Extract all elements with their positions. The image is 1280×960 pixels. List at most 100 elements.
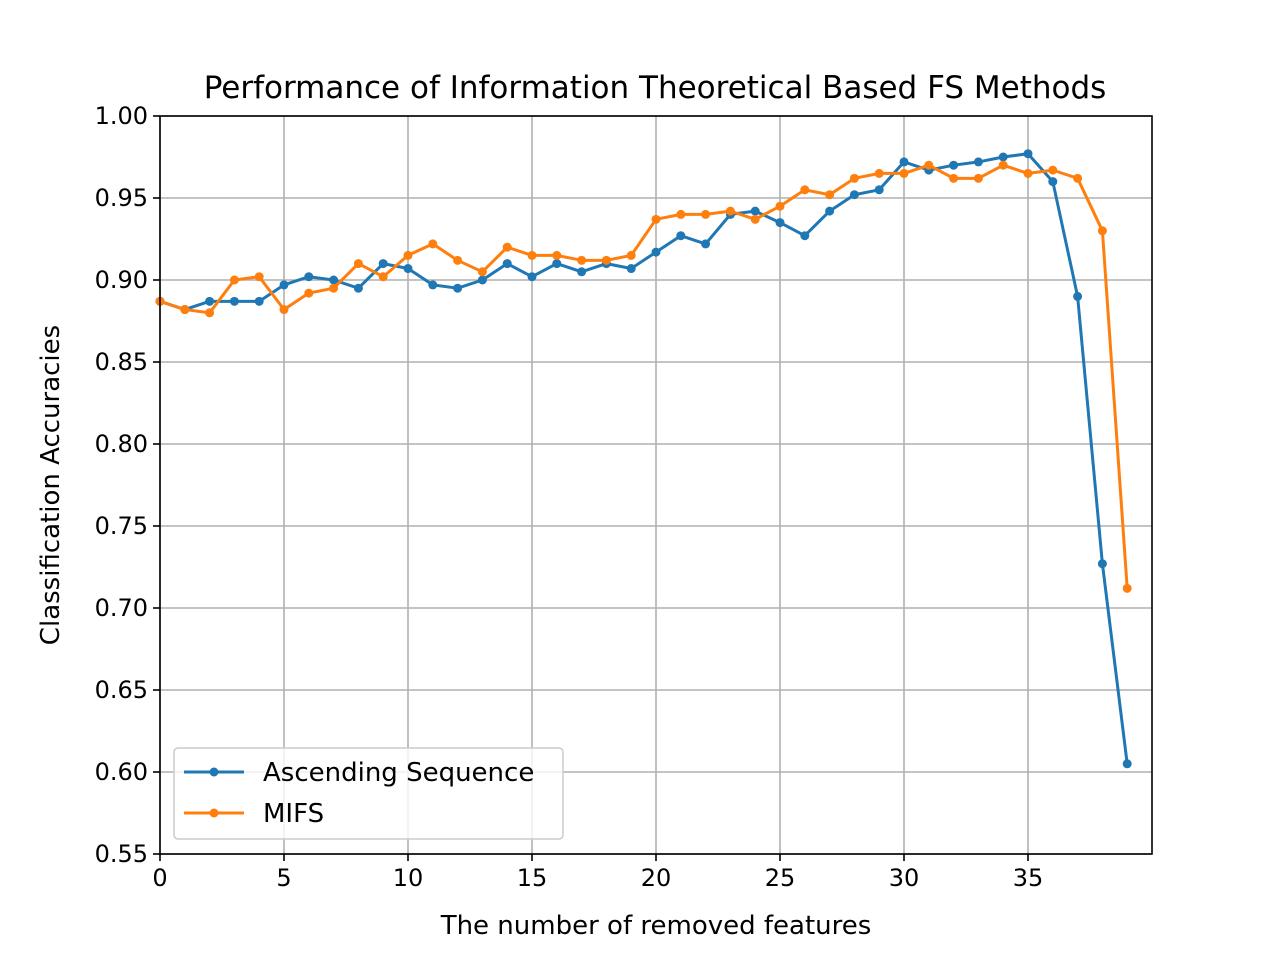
data-point-mifs [453, 255, 463, 265]
legend-label-ascending-sequence: Ascending Sequence [263, 758, 534, 788]
data-point-ascending-sequence [428, 280, 438, 290]
data-point-ascending-sequence [899, 157, 909, 167]
data-point-ascending-sequence [552, 259, 562, 269]
data-point-mifs [899, 168, 909, 178]
y-tick-label: 0.65 [95, 676, 148, 704]
data-point-mifs [676, 209, 686, 219]
data-point-mifs [949, 173, 959, 183]
legend-label-mifs: MIFS [263, 799, 324, 829]
data-point-ascending-sequence [254, 296, 264, 306]
x-tick-label: 35 [1013, 864, 1044, 892]
x-axis-label: The number of removed features [440, 911, 872, 941]
data-point-ascending-sequence [205, 296, 215, 306]
data-point-ascending-sequence [1073, 291, 1083, 301]
data-point-mifs [1122, 583, 1132, 593]
axis-ticks: 0 5 10 15 20 25 30 35 0.55 0.60 0.65 0.70 0.75 0.80 0.… [95, 102, 1044, 892]
x-tick-label: 15 [517, 864, 548, 892]
data-point-mifs [205, 308, 215, 318]
data-point-ascending-sequence [329, 275, 339, 285]
series-mifs [155, 160, 1132, 593]
data-point-mifs [229, 275, 239, 285]
x-tick-label: 10 [393, 864, 424, 892]
data-point-mifs [502, 242, 512, 252]
data-point-ascending-sequence [453, 283, 463, 293]
data-point-mifs [279, 305, 289, 315]
data-point-mifs [527, 250, 537, 260]
data-point-mifs [428, 239, 438, 249]
data-point-ascending-sequence [378, 259, 388, 269]
data-point-ascending-sequence [651, 247, 661, 257]
data-point-ascending-sequence [477, 275, 487, 285]
data-point-mifs [874, 168, 884, 178]
data-point-ascending-sequence [502, 259, 512, 269]
series-line-ascending-sequence [159, 152, 1129, 764]
data-point-mifs [601, 255, 611, 265]
legend: Ascending Sequence MIFS [173, 747, 564, 840]
data-point-ascending-sequence [577, 267, 587, 277]
x-tick-label: 30 [889, 864, 920, 892]
y-tick-label: 0.70 [95, 594, 148, 622]
data-point-ascending-sequence [849, 190, 859, 200]
data-point-ascending-sequence [750, 206, 760, 216]
y-tick-label: 0.95 [95, 184, 148, 212]
data-point-ascending-sequence [775, 218, 785, 228]
y-tick-label: 0.60 [95, 758, 148, 786]
data-point-mifs [800, 185, 810, 195]
legend-marker-mifs [209, 808, 219, 818]
data-point-ascending-sequence [626, 264, 636, 274]
data-point-mifs [825, 190, 835, 200]
data-point-mifs [403, 250, 413, 260]
data-point-ascending-sequence [973, 157, 983, 167]
data-point-mifs [973, 173, 983, 183]
data-point-ascending-sequence [403, 264, 413, 274]
data-point-ascending-sequence [304, 272, 314, 282]
data-point-mifs [725, 206, 735, 216]
legend-box [173, 747, 564, 840]
data-point-ascending-sequence [229, 296, 239, 306]
y-tick-label: 0.90 [95, 266, 148, 294]
data-point-mifs [1048, 165, 1058, 175]
data-point-mifs [1097, 226, 1107, 236]
x-tick-label: 20 [641, 864, 672, 892]
data-point-ascending-sequence [1023, 149, 1033, 159]
data-point-ascending-sequence [800, 231, 810, 241]
data-point-ascending-sequence [527, 272, 537, 282]
x-tick-label: 0 [152, 864, 167, 892]
y-tick-label: 0.85 [95, 348, 148, 376]
data-point-mifs [353, 259, 363, 269]
data-point-mifs [1073, 173, 1083, 183]
y-tick-label: 0.55 [95, 840, 148, 868]
data-point-mifs [701, 209, 711, 219]
data-point-mifs [329, 283, 339, 293]
x-tick-label: 25 [765, 864, 796, 892]
series-layer [155, 149, 1132, 769]
data-point-mifs [924, 160, 934, 170]
data-point-mifs [254, 272, 264, 282]
data-point-ascending-sequence [825, 206, 835, 216]
data-point-mifs [1023, 168, 1033, 178]
data-point-mifs [651, 214, 661, 224]
data-point-ascending-sequence [1122, 759, 1132, 769]
data-point-ascending-sequence [998, 152, 1008, 162]
y-tick-label: 0.75 [95, 512, 148, 540]
data-point-mifs [775, 201, 785, 211]
x-tick-label: 5 [276, 864, 291, 892]
data-point-mifs [577, 255, 587, 265]
data-point-mifs [477, 267, 487, 277]
data-point-mifs [180, 305, 190, 315]
data-point-ascending-sequence [874, 185, 884, 195]
data-point-mifs [998, 160, 1008, 170]
y-tick-label: 0.80 [95, 430, 148, 458]
data-point-mifs [849, 173, 859, 183]
data-point-mifs [750, 214, 760, 224]
data-point-mifs [304, 288, 314, 298]
legend-marker-ascending-sequence [209, 767, 219, 777]
series-line-mifs [159, 163, 1129, 589]
data-point-mifs [552, 250, 562, 260]
data-point-ascending-sequence [676, 231, 686, 241]
data-point-ascending-sequence [949, 160, 959, 170]
data-point-ascending-sequence [1097, 559, 1107, 569]
data-point-ascending-sequence [353, 283, 363, 293]
